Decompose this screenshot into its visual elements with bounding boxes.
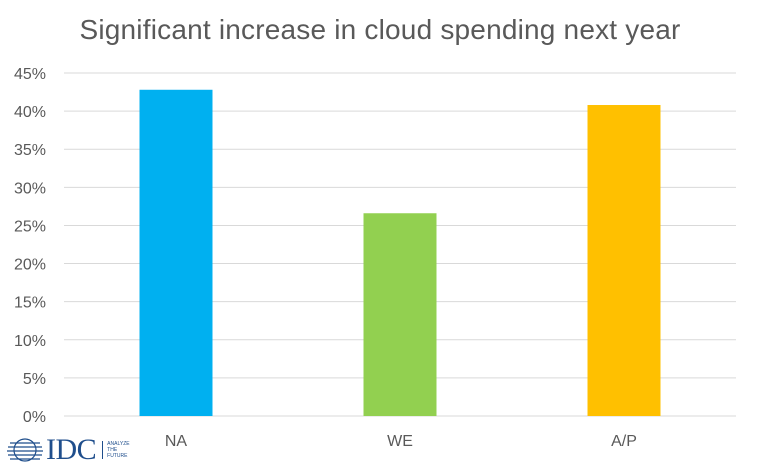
logo-tagline: ANALYZE THE FUTURE: [102, 441, 147, 459]
logo-brand: IDC: [46, 433, 97, 466]
bar-na: [139, 89, 213, 416]
globe-icon: [7, 438, 43, 462]
y-tick-label: 25%: [14, 218, 46, 235]
x-tick-label: WE: [387, 433, 413, 450]
bar-ap: [587, 105, 661, 416]
y-tick-label: 20%: [14, 257, 46, 274]
bar-we: [363, 213, 437, 416]
y-tick-label: 5%: [23, 371, 46, 388]
y-tick-label: 10%: [14, 333, 46, 350]
y-tick-label: 45%: [14, 66, 46, 83]
y-tick-label: 35%: [14, 142, 46, 159]
x-tick-label: NA: [165, 433, 188, 450]
y-tick-label: 30%: [14, 180, 46, 197]
idc-logo: IDC ANALYZE THE FUTURE: [6, 433, 156, 466]
x-tick-label: A/P: [611, 433, 637, 450]
y-tick-label: 40%: [14, 104, 46, 121]
y-tick-label: 15%: [14, 295, 46, 312]
chart-title: Significant increase in cloud spending n…: [79, 14, 681, 45]
y-tick-label: 0%: [23, 409, 46, 426]
